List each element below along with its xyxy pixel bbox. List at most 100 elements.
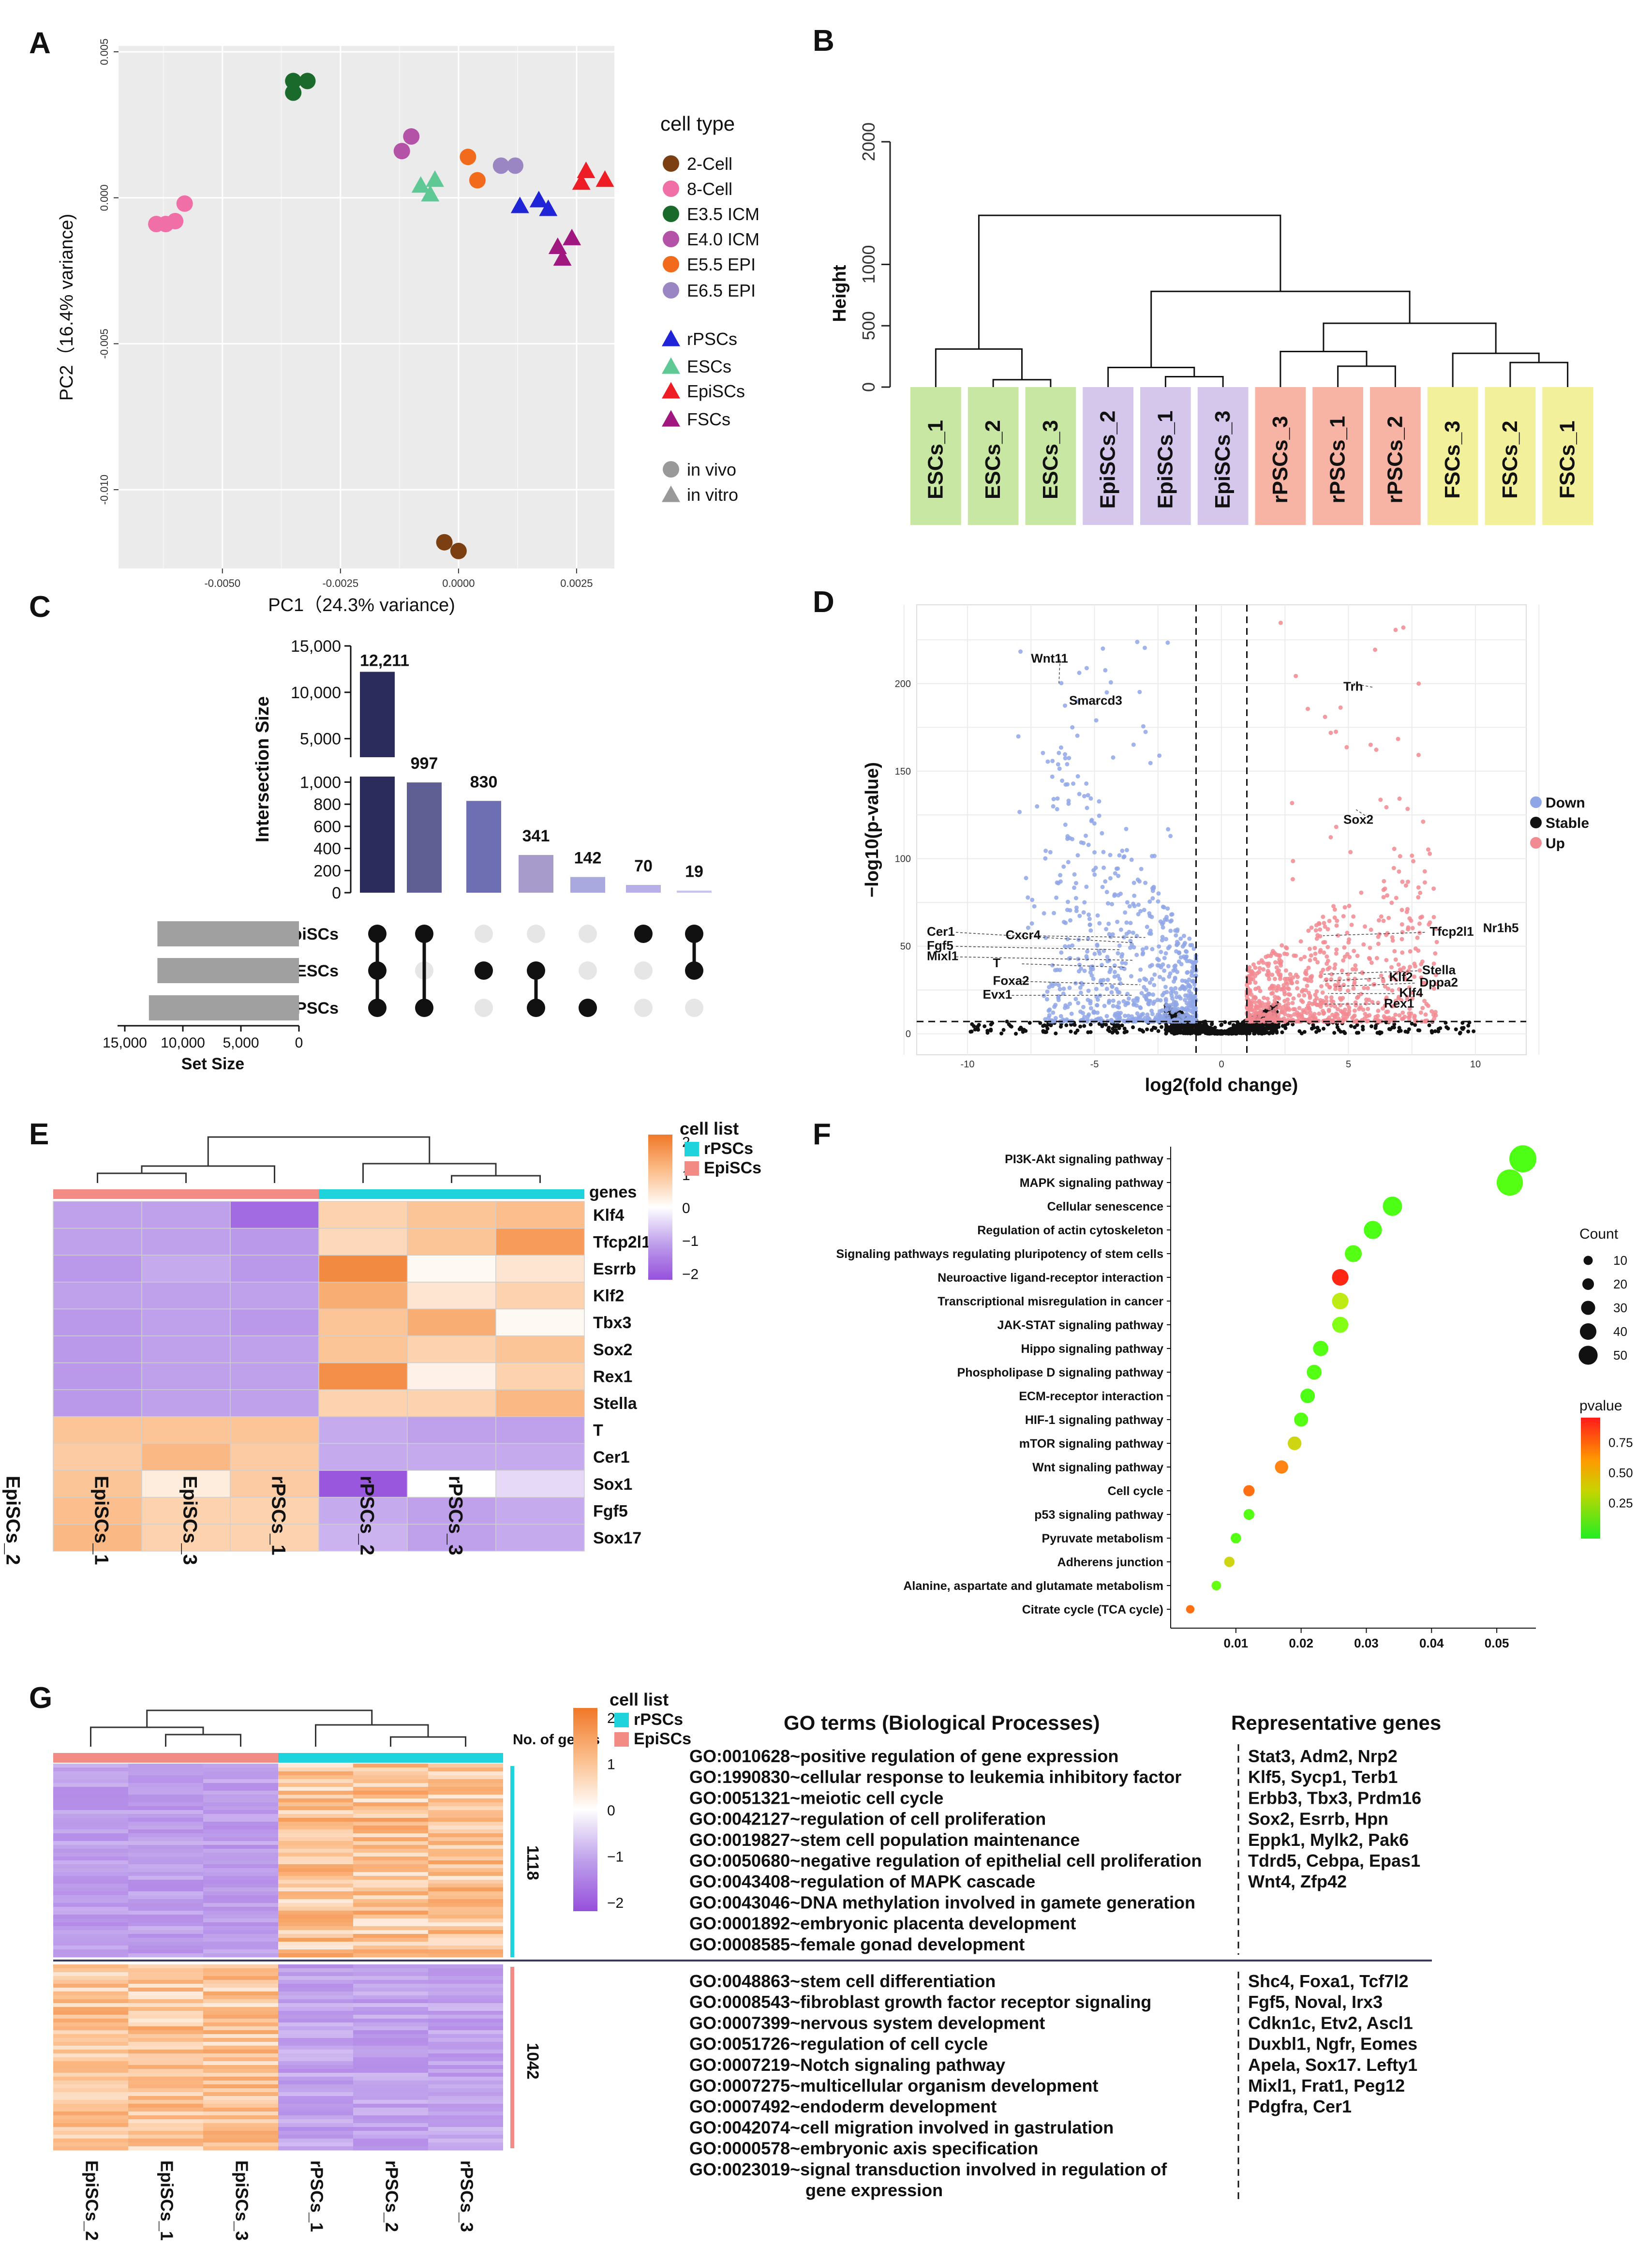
up-point: [1324, 977, 1329, 982]
heatmap-stripe: [53, 2019, 128, 2023]
y-tick-label: 500: [859, 311, 878, 340]
heatmap-stripe: [278, 1876, 353, 1880]
stable-point: [1222, 1030, 1226, 1034]
down-point: [1165, 640, 1170, 645]
down-point: [1150, 896, 1155, 901]
x-tick-label: -0.0025: [322, 577, 358, 589]
gene-label: Evx1: [983, 987, 1012, 1002]
heatmap-stripe: [428, 1826, 503, 1830]
down-point: [1123, 961, 1128, 966]
up-point: [1394, 977, 1399, 982]
down-point: [1117, 853, 1122, 858]
down-point: [1081, 910, 1086, 915]
up-point: [1412, 961, 1417, 966]
heatmap-stripe: [428, 2123, 503, 2127]
heatmap-stripe: [428, 1926, 503, 1931]
gene-label: Cer1: [927, 924, 955, 939]
down-point: [1110, 932, 1115, 937]
down-point: [1151, 992, 1156, 997]
heatmap-stripe: [128, 2092, 203, 2096]
up-point: [1313, 951, 1318, 956]
heatmap-stripe: [278, 2088, 353, 2093]
up-point: [1313, 957, 1318, 961]
down-point: [1061, 920, 1066, 925]
up-point: [1345, 1002, 1350, 1007]
down-point: [1106, 1000, 1111, 1005]
leaf-box: [1370, 387, 1421, 525]
down-point: [1139, 991, 1144, 996]
heatmap-stripe: [128, 2077, 203, 2081]
stable-point: [1164, 1027, 1169, 1032]
down-point: [1134, 953, 1139, 958]
down-point: [1187, 988, 1191, 993]
colorbar-tick-label: −2: [607, 1895, 624, 1911]
heatmap-stripe: [53, 2131, 128, 2135]
heatmap-stripe: [428, 2038, 503, 2042]
pathway-dot: [1383, 1196, 1402, 1216]
panel-label-a: A: [29, 27, 51, 60]
heatmap-stripe: [53, 2022, 128, 2027]
up-point: [1363, 924, 1368, 929]
up-point: [1334, 824, 1339, 829]
stable-point: [970, 1022, 974, 1026]
heatmap-stripe: [353, 1775, 428, 1780]
heatmap-stripe: [428, 1972, 503, 1976]
down-point: [1110, 902, 1115, 907]
down-point: [1043, 849, 1048, 853]
stable-point: [1160, 1025, 1164, 1029]
down-point: [1104, 690, 1109, 695]
heatmap-cell: [141, 1308, 231, 1336]
heatmap-stripe: [53, 1829, 128, 1834]
up-point: [1383, 984, 1387, 989]
x-tick-label: 0.01: [1224, 1636, 1249, 1650]
up-point: [1376, 918, 1381, 923]
colorbar-tick-label: −1: [682, 1233, 699, 1249]
stable-point: [1280, 1030, 1284, 1034]
y-axis-label: Intersection Size: [253, 696, 273, 842]
up-point: [1312, 998, 1317, 1003]
heatmap-stripe: [53, 2069, 128, 2073]
up-point: [1290, 1001, 1295, 1005]
heatmap-stripe: [53, 2084, 128, 2089]
down-point: [1092, 850, 1097, 855]
go-term-down: GO:0042074~cell migration involved in ga…: [689, 2117, 1114, 2137]
heatmap-cell: [318, 1470, 408, 1498]
heatmap-stripe: [278, 1833, 353, 1838]
row-label: Cer1: [593, 1448, 630, 1467]
heatmap-stripe: [203, 1860, 278, 1865]
heatmap-stripe: [353, 1872, 428, 1876]
heatmap-stripe: [428, 1767, 503, 1772]
heatmap-stripe: [353, 2127, 428, 2131]
heatmap-stripe: [428, 1764, 503, 1768]
up-point: [1334, 729, 1339, 734]
up-point: [1397, 1013, 1402, 1018]
stable-point: [1277, 1025, 1281, 1029]
y-tick-label: 1000: [859, 245, 878, 284]
down-point: [1136, 912, 1141, 916]
column-label: EpiSCs_3: [179, 1476, 201, 1565]
heatmap-stripe: [128, 2015, 203, 2019]
heatmap-stripe: [128, 1976, 203, 1980]
heatmap-cell: [53, 1416, 142, 1444]
legend-title: cell type: [660, 112, 735, 135]
colorbar-tick-label: −1: [607, 1849, 624, 1865]
bar-value-label: 830: [470, 773, 498, 791]
heatmap-stripe: [428, 2011, 503, 2015]
up-point: [1392, 949, 1397, 954]
dendrogram-branch: [1280, 350, 1368, 387]
gene-label: Trh: [1343, 679, 1363, 693]
y-tick-label: 1,000: [300, 773, 341, 792]
x-tick-label: 0.0025: [560, 577, 593, 589]
heatmap-stripe: [128, 1968, 203, 1973]
up-point: [1352, 1008, 1357, 1013]
go-term-up: GO:0042127~regulation of cell proliferat…: [689, 1809, 1046, 1829]
down-point: [1171, 968, 1176, 973]
stable-point: [1086, 1030, 1090, 1034]
heatmap-stripe: [53, 2034, 128, 2038]
heatmap-stripe: [203, 1791, 278, 1795]
up-point: [1398, 967, 1402, 972]
up-point: [1262, 995, 1266, 1000]
column-group-bar: [53, 1753, 128, 1763]
heatmap-stripe: [353, 2057, 428, 2062]
up-point: [1405, 807, 1410, 811]
